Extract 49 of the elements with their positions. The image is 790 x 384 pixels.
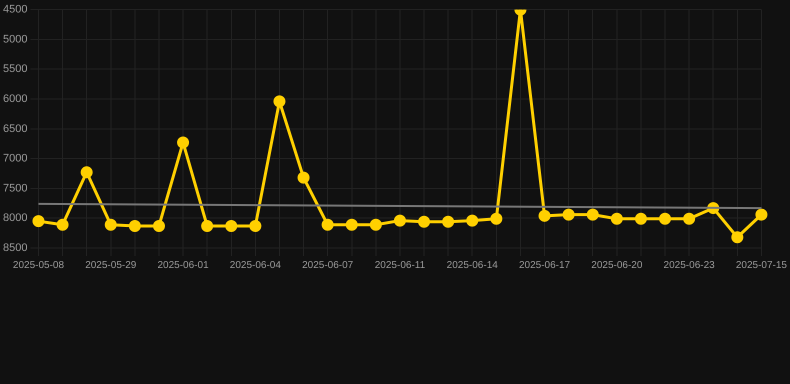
- point: [56, 218, 69, 231]
- y-tick-label: 7000: [2, 152, 28, 165]
- y-tick-label: 6000: [2, 93, 28, 106]
- point: [152, 220, 165, 232]
- point: [418, 216, 430, 228]
- y-tick-label: 6500: [2, 122, 28, 135]
- point: [249, 220, 262, 232]
- point: [225, 220, 238, 232]
- point: [610, 212, 623, 225]
- point: [273, 95, 286, 108]
- x-tick-label: 2025-06-11: [374, 260, 426, 271]
- x-tick-label: 2025-05-08: [12, 260, 64, 271]
- x-tick-label: 2025-07-15: [736, 260, 788, 271]
- point: [128, 220, 141, 232]
- y-tick-label: 8500: [2, 242, 28, 254]
- point: [298, 172, 310, 184]
- y-tick-label: 7500: [2, 182, 28, 194]
- x-tick-label: 2025-06-14: [446, 260, 498, 271]
- point: [80, 166, 93, 178]
- point: [32, 215, 44, 228]
- y-tick-label: 4500: [2, 4, 28, 16]
- x-tick-label: 2025-06-04: [230, 260, 282, 271]
- point: [177, 136, 190, 149]
- point: [370, 218, 382, 231]
- y-tick-label: 5500: [2, 63, 28, 76]
- point: [562, 208, 575, 221]
- point: [346, 218, 358, 231]
- point: [201, 220, 214, 232]
- point: [322, 218, 334, 231]
- point: [659, 212, 672, 225]
- x-tick-label: 2025-06-07: [302, 260, 354, 271]
- point: [490, 212, 502, 225]
- x-tick-label: 2025-05-29: [85, 260, 137, 271]
- point: [394, 214, 406, 227]
- point: [634, 212, 647, 225]
- point: [586, 208, 599, 221]
- point: [731, 231, 744, 244]
- y-tick-label: 8000: [2, 212, 28, 224]
- x-tick-label: 2025-06-01: [157, 260, 210, 271]
- x-tick-label: 2025-06-17: [518, 260, 571, 271]
- x-tick-label: 2025-06-20: [591, 260, 643, 271]
- point: [683, 212, 696, 225]
- point: [466, 214, 478, 227]
- x-tick-label: 2025-06-23: [664, 260, 716, 271]
- point: [538, 210, 551, 222]
- point: [755, 208, 768, 221]
- point: [104, 218, 117, 231]
- point: [442, 216, 454, 228]
- y-tick-label: 5000: [2, 33, 28, 46]
